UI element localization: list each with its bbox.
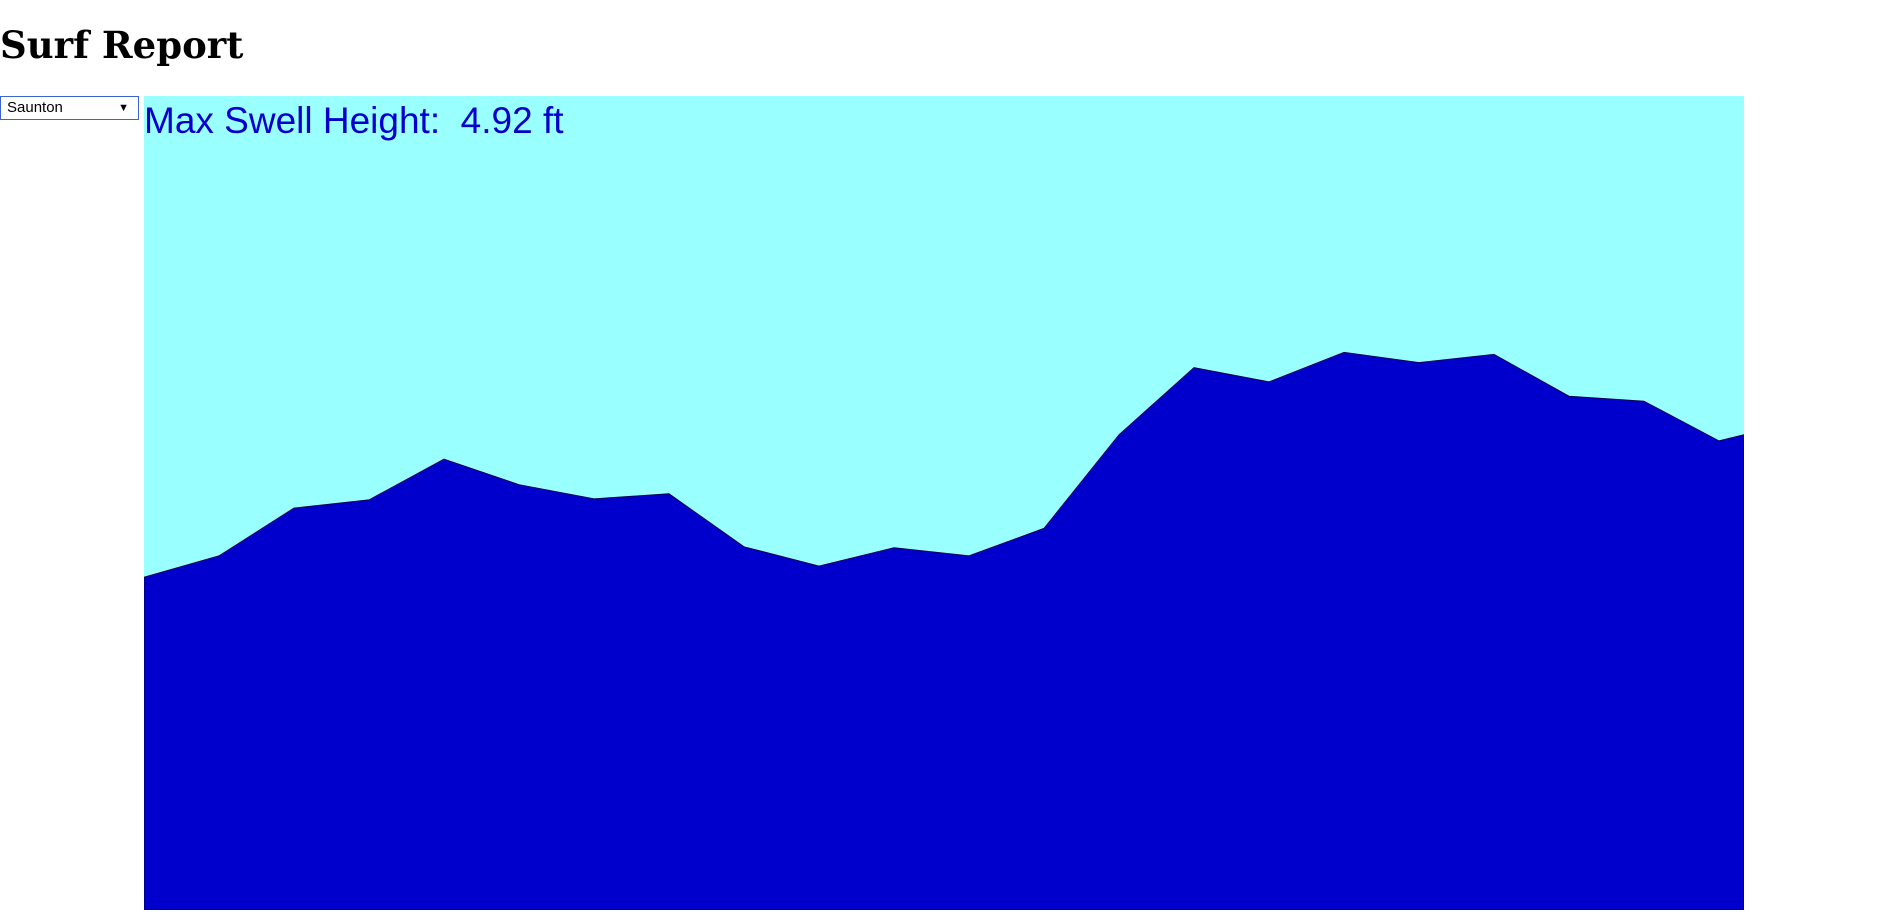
max-swell-height-label: Max Swell Height: 4.92 ft [144,100,564,142]
page-title: Surf Report [0,23,244,67]
swell-area [144,351,1744,910]
swell-chart-svg [144,351,1744,910]
max-swell-prefix: Max Swell Height: [144,100,441,141]
swell-chart: Max Swell Height: 4.92 ft [144,96,1744,910]
location-select-value: Saunton [7,99,63,116]
max-swell-value: 4.92 [460,100,533,141]
location-select[interactable]: Saunton ▼ [0,96,139,120]
chevron-down-icon[interactable]: ▼ [118,102,129,114]
max-swell-unit: ft [542,100,564,141]
